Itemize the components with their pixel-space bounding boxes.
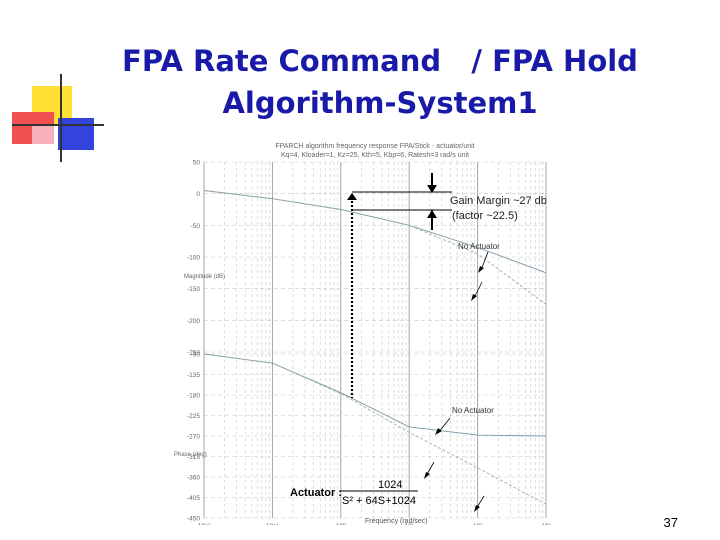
actuator-tf-numerator: 1024: [378, 479, 402, 491]
frequency-tick-label: 10³: [541, 523, 551, 525]
actuator-tf-denominator: S² + 64S+1024: [342, 495, 416, 507]
actuator-label: Actuator :: [290, 487, 342, 499]
phase-tick-label: -135: [187, 372, 200, 379]
slide-title-line-2: Algorithm-System1: [222, 86, 538, 120]
figure-header-line-2: Kq=4, Kloader=1, Kz=25, Kth=5, Kbp=6, Ra…: [281, 152, 469, 159]
frequency-axis-label: Frequency (rad/sec): [365, 518, 428, 525]
no-actuator-phase-arrowhead: [435, 428, 442, 435]
no-actuator-magnitude-label: No Actuator: [458, 242, 500, 251]
frequency-tick-label: 10⁻¹: [266, 523, 280, 525]
actuator-phase-arrowhead-2: [474, 505, 480, 512]
magnitude-tick-label: -50: [191, 223, 201, 230]
gain-margin-top-arrow-head: [427, 185, 437, 193]
response-curves: [203, 190, 547, 505]
decorative-blue-square: [58, 118, 94, 150]
phase-tick-label: -450: [187, 516, 200, 523]
phase-tick-label: -360: [187, 475, 200, 482]
grid-lines: [203, 161, 547, 519]
frequency-tick-label: 10⁰: [336, 522, 346, 525]
slide-title-line-1: FPA Rate Command / FPA Hold: [122, 44, 638, 78]
magnitude-tick-label: 50: [193, 160, 201, 167]
no-actuator-magnitude-arrowhead-1: [478, 266, 484, 273]
no-actuator-magnitude-arrowhead-2: [471, 294, 477, 301]
no-actuator-phase-label: No Actuator: [452, 406, 494, 415]
magnitude-tick-label: -250: [187, 350, 200, 357]
phase-tick-label: -225: [187, 413, 200, 420]
magnitude-response-curve: [203, 190, 547, 305]
phase-axis-label: Phase (deg): [174, 452, 207, 458]
magnitude-tick-label: -150: [187, 286, 200, 293]
phase-tick-label: -270: [187, 434, 200, 441]
gain-margin-factor-label: (factor ~22.5): [452, 210, 518, 222]
phase-tick-label: -180: [187, 393, 200, 400]
magnitude-axis-label: Magnitude (dB): [184, 274, 225, 280]
decorative-pink-square: [32, 126, 54, 144]
gain-margin-label: Gain Margin ~27 db: [450, 195, 547, 207]
figure-header-line-1: FPARCH algorithm frequency response FPA/…: [275, 143, 474, 150]
bode-plot-svg: FPARCH algorithm frequency response FPA/…: [174, 143, 552, 530]
gain-margin-up-arrow: [347, 193, 357, 200]
phase-tick-label: -315: [187, 454, 200, 461]
frequency-tick-label: 10⁻²: [198, 523, 212, 525]
actuator-phase-arrowhead: [424, 472, 430, 479]
phase-tick-label: -90: [191, 352, 201, 359]
magnitude-tick-label: -200: [187, 318, 200, 325]
phase-response-curve: [203, 353, 547, 505]
slide-number: 37: [663, 515, 678, 530]
bode-plot-figure: FPARCH algorithm frequency response FPA/…: [170, 140, 580, 530]
slide-title: FPA Rate Command / FPA Hold Algorithm-Sy…: [100, 40, 660, 124]
no-actuator-magnitude-arrow-1: [480, 251, 489, 271]
phase-tick-label: -405: [187, 495, 200, 502]
magnitude-tick-label: 0: [196, 191, 200, 198]
gain-margin-bottom-arrow-head: [427, 210, 437, 218]
magnitude-tick-label: -100: [187, 255, 200, 262]
decorative-horizontal-line: [12, 124, 104, 126]
decorative-vertical-line: [60, 74, 62, 162]
frequency-tick-label: 10²: [473, 523, 483, 525]
